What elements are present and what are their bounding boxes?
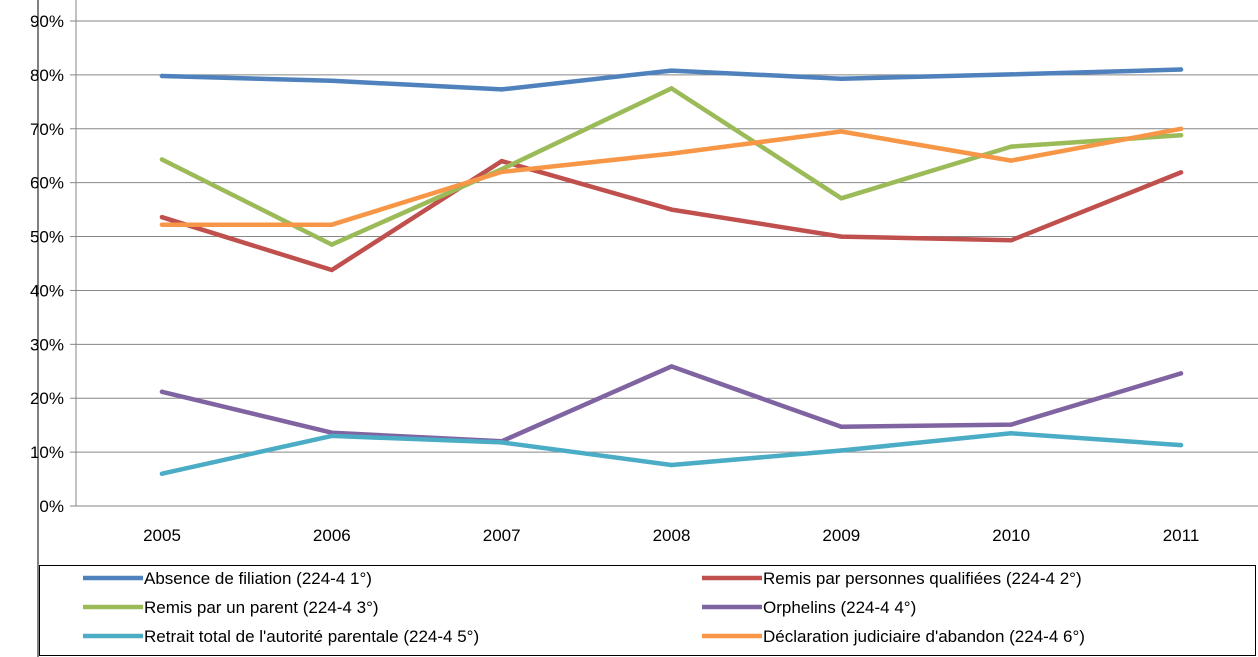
y-tick-label: 50% (30, 228, 64, 247)
legend-label: Retrait total de l'autorité parentale (2… (144, 627, 479, 646)
data-point (1178, 371, 1184, 376)
data-point (1178, 442, 1184, 448)
y-tick-label: 80% (30, 66, 64, 85)
data-point (1008, 238, 1014, 243)
data-point (669, 151, 674, 156)
data-point (1008, 422, 1014, 427)
x-tick-label: 2005 (143, 526, 181, 545)
legend-label: Orphelins (224-4 4°) (763, 598, 916, 617)
data-point (839, 424, 844, 429)
data-point (1178, 133, 1184, 138)
data-point (669, 207, 674, 212)
x-tick-label: 2007 (483, 526, 521, 545)
data-point (159, 214, 165, 220)
y-tick-label: 70% (30, 120, 64, 139)
data-point (1008, 144, 1014, 149)
data-point (499, 169, 504, 175)
data-point (329, 242, 335, 247)
legend-label: Absence de filiation (224-4 1°) (144, 569, 372, 588)
y-tick-label: 30% (30, 335, 64, 354)
legend-label: Remis par personnes qualifiées (224-4 2°… (763, 569, 1082, 588)
legend-label: Remis par un parent (224-4 3°) (144, 598, 379, 617)
series-line-5 (159, 431, 1184, 476)
data-point (669, 462, 674, 468)
data-point (1178, 170, 1184, 175)
data-point (159, 389, 165, 394)
data-point (1008, 158, 1014, 163)
x-tick-label: 2009 (822, 526, 860, 545)
data-point (669, 68, 674, 73)
y-tick-label: 10% (30, 443, 64, 462)
data-point (1178, 67, 1184, 72)
data-point (839, 196, 844, 201)
data-point (499, 440, 504, 445)
data-point (159, 471, 165, 476)
data-point (499, 158, 504, 164)
data-point (159, 157, 165, 162)
data-point (839, 234, 844, 239)
x-tick-label: 2008 (653, 526, 691, 545)
data-point (1008, 431, 1014, 436)
data-point (839, 129, 844, 134)
series-line-4 (159, 364, 1184, 444)
legend-box (39, 565, 1256, 656)
data-point (329, 267, 335, 273)
y-tick-label: 0% (39, 497, 64, 516)
data-point (839, 76, 844, 81)
legend-label: Déclaration judiciaire d'abandon (224-4 … (763, 627, 1085, 646)
data-point (1178, 126, 1184, 131)
data-point (159, 222, 165, 227)
x-tick-label: 2010 (992, 526, 1030, 545)
series-line-3 (159, 86, 1184, 247)
y-tick-label: 90% (30, 12, 64, 31)
x-tick-label: 2011 (1163, 526, 1200, 545)
data-point (329, 222, 335, 227)
data-point (499, 87, 504, 92)
y-tick-label: 60% (30, 174, 64, 193)
y-tick-label: 20% (30, 389, 64, 408)
data-point (329, 78, 335, 84)
data-point (839, 448, 844, 453)
x-tick-label: 2006 (313, 526, 351, 545)
data-point (1008, 72, 1014, 77)
data-point (159, 73, 165, 79)
y-tick-label: 40% (30, 281, 64, 300)
data-point (669, 86, 674, 91)
data-point (329, 433, 335, 439)
series-line-2 (159, 158, 1184, 273)
data-point (669, 364, 674, 369)
